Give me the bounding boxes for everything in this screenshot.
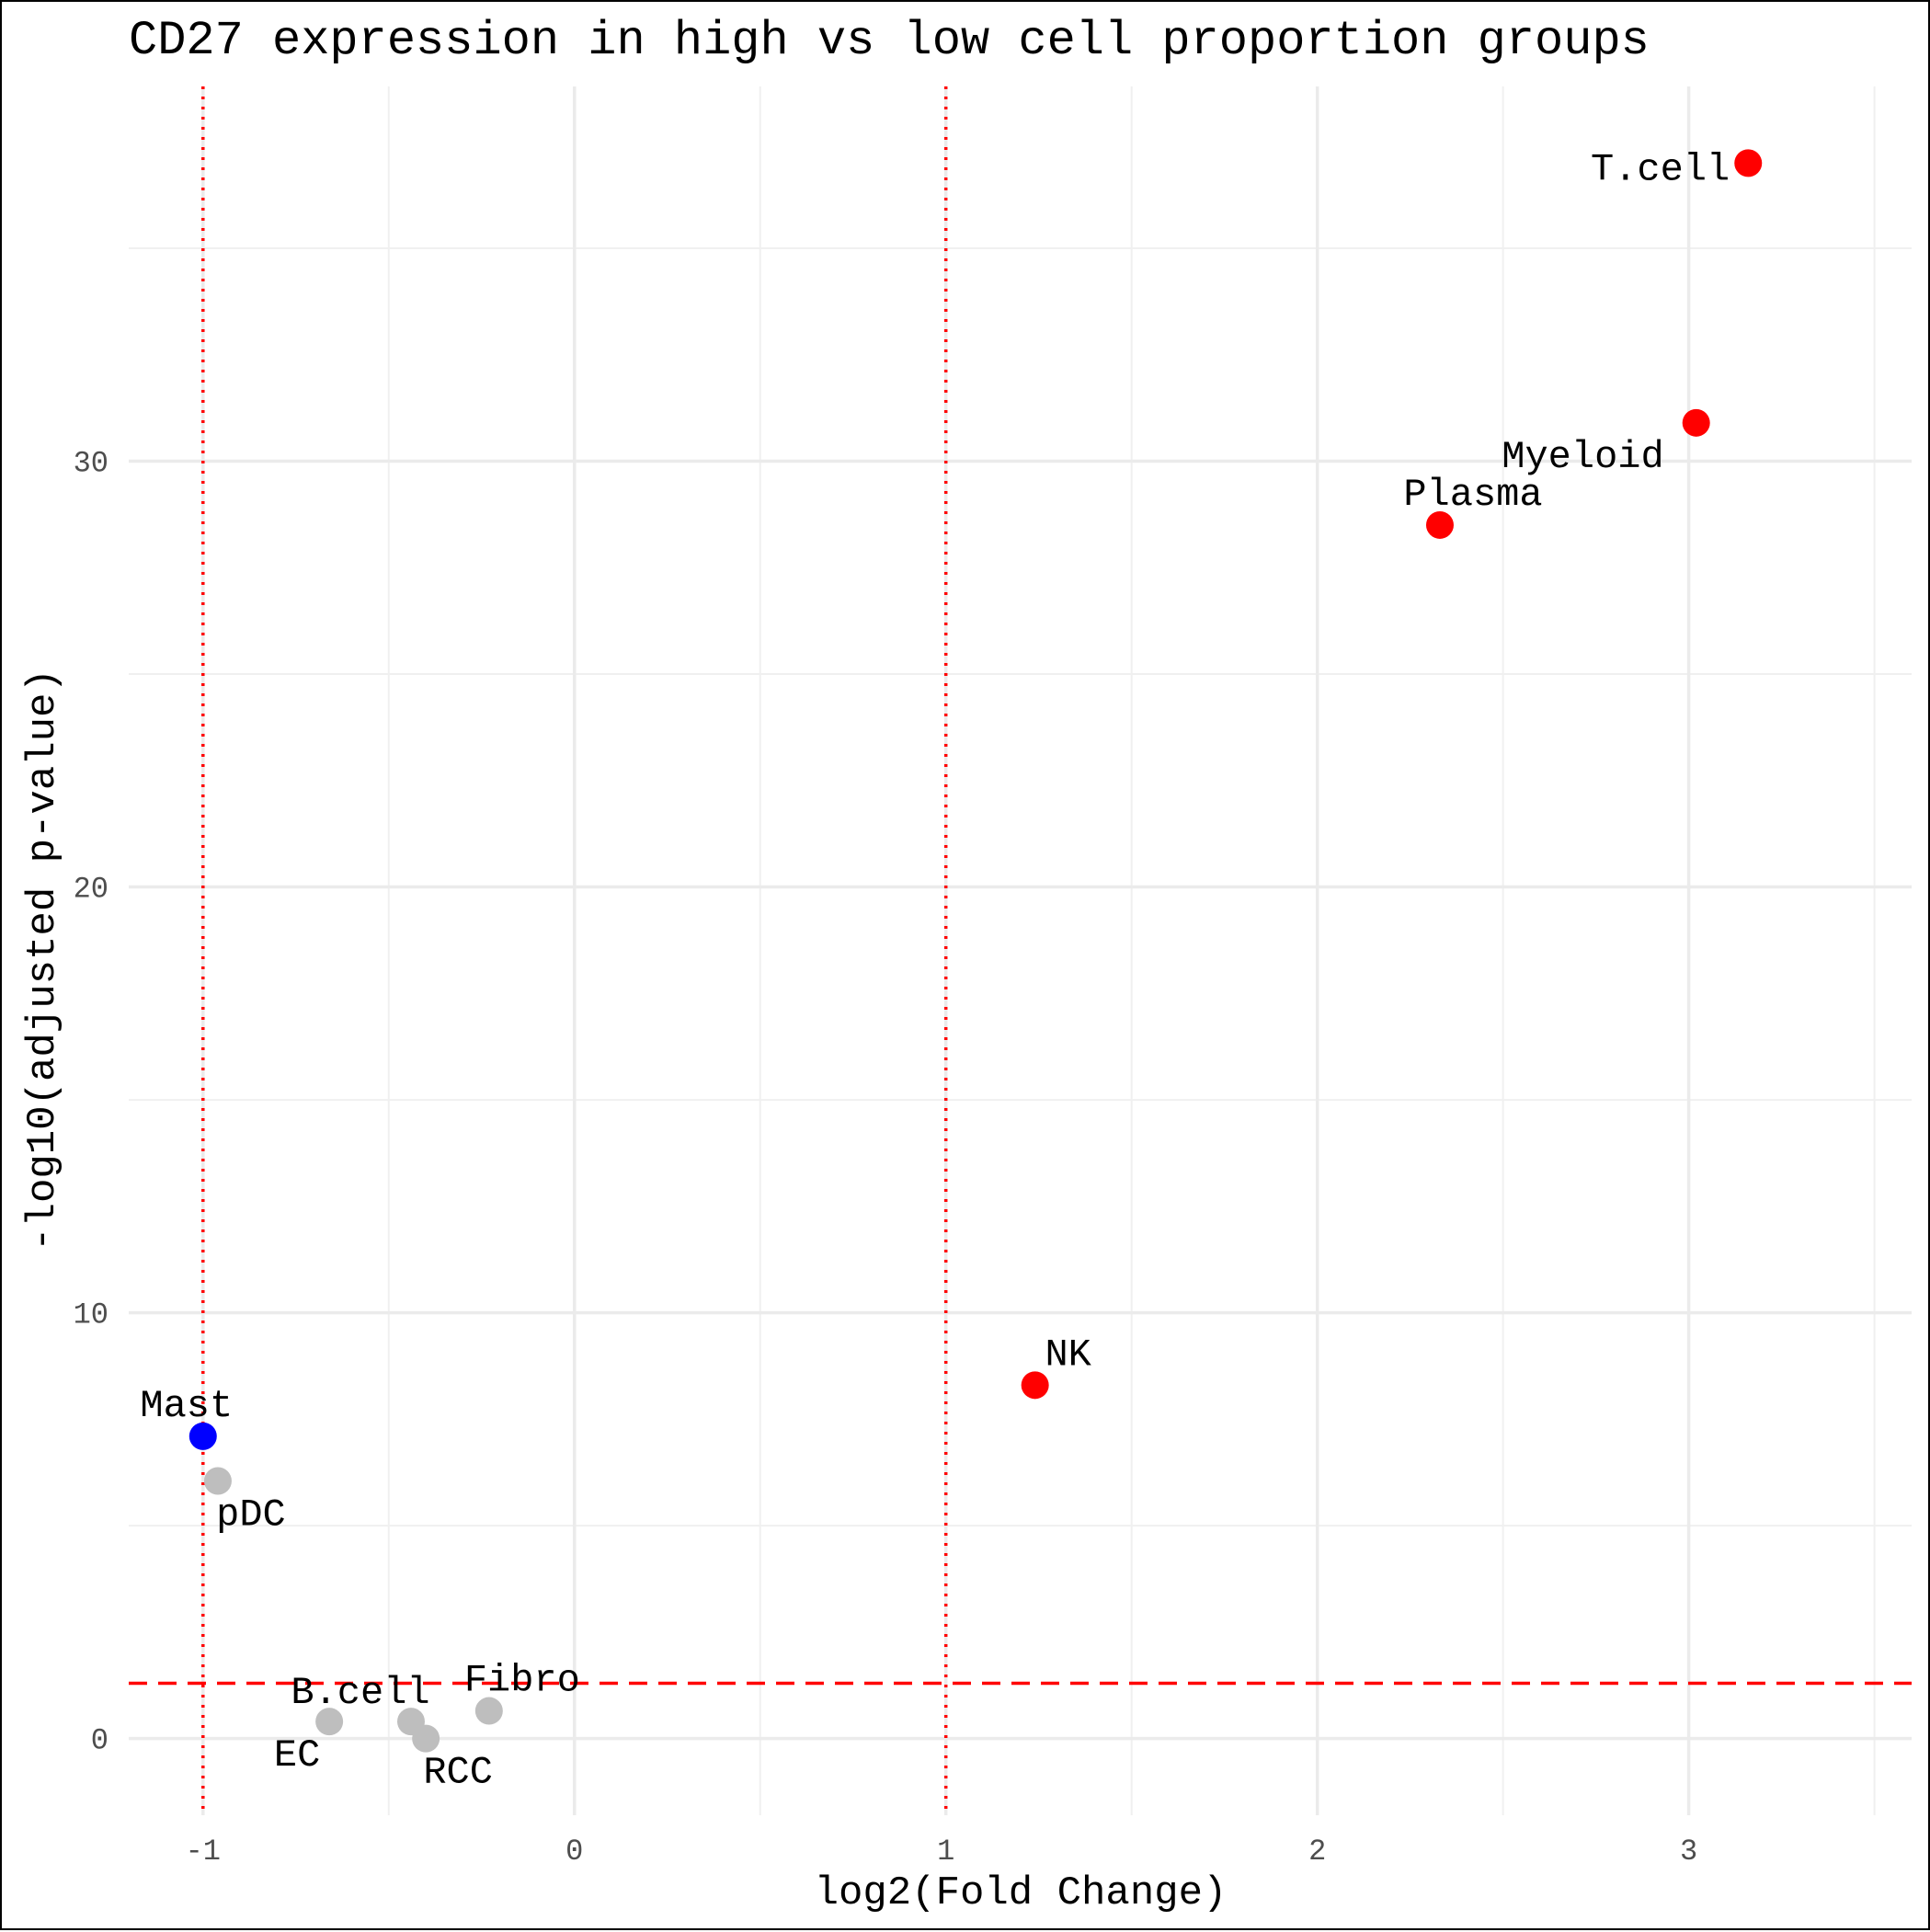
y-axis-title: -log10(adjusted p-value)	[20, 669, 66, 1252]
point-label: Myeloid	[1502, 435, 1663, 479]
point-label: Plasma	[1403, 473, 1542, 517]
y-tick-label: 10	[74, 1298, 108, 1332]
point-label: pDC	[216, 1493, 286, 1538]
data-point	[1734, 149, 1763, 177]
point-label: T.cell	[1591, 147, 1730, 191]
x-tick-label: -1	[186, 1835, 221, 1869]
y-tick-label: 20	[74, 873, 108, 907]
point-label: RCC	[423, 1751, 493, 1795]
chart-title: CD27 expression in high vs low cell prop…	[129, 14, 1650, 68]
data-point	[1021, 1371, 1049, 1400]
data-point	[412, 1724, 440, 1753]
threshold-layer	[129, 86, 1912, 1815]
data-point	[474, 1697, 503, 1725]
y-tick-label: 30	[74, 446, 108, 480]
x-tick-label: 0	[565, 1835, 583, 1869]
data-point	[188, 1422, 217, 1450]
data-point	[1425, 510, 1454, 539]
data-point	[1682, 408, 1710, 437]
point-label: Fibro	[464, 1659, 580, 1703]
x-tick-label: 2	[1308, 1835, 1326, 1869]
grid-layer	[129, 86, 1912, 1815]
point-label: B.cell	[291, 1671, 429, 1715]
point-label: EC	[274, 1733, 320, 1778]
data-point	[203, 1467, 232, 1495]
point-label: Mast	[140, 1384, 233, 1428]
point-label: NK	[1045, 1332, 1091, 1377]
point-layer	[188, 149, 1763, 1753]
data-point	[315, 1708, 344, 1736]
x-axis-title: log2(Fold Change)	[815, 1870, 1228, 1916]
y-tick-label: 0	[91, 1724, 108, 1758]
x-tick-label: 1	[937, 1835, 954, 1869]
x-tick-label: 3	[1680, 1835, 1697, 1869]
